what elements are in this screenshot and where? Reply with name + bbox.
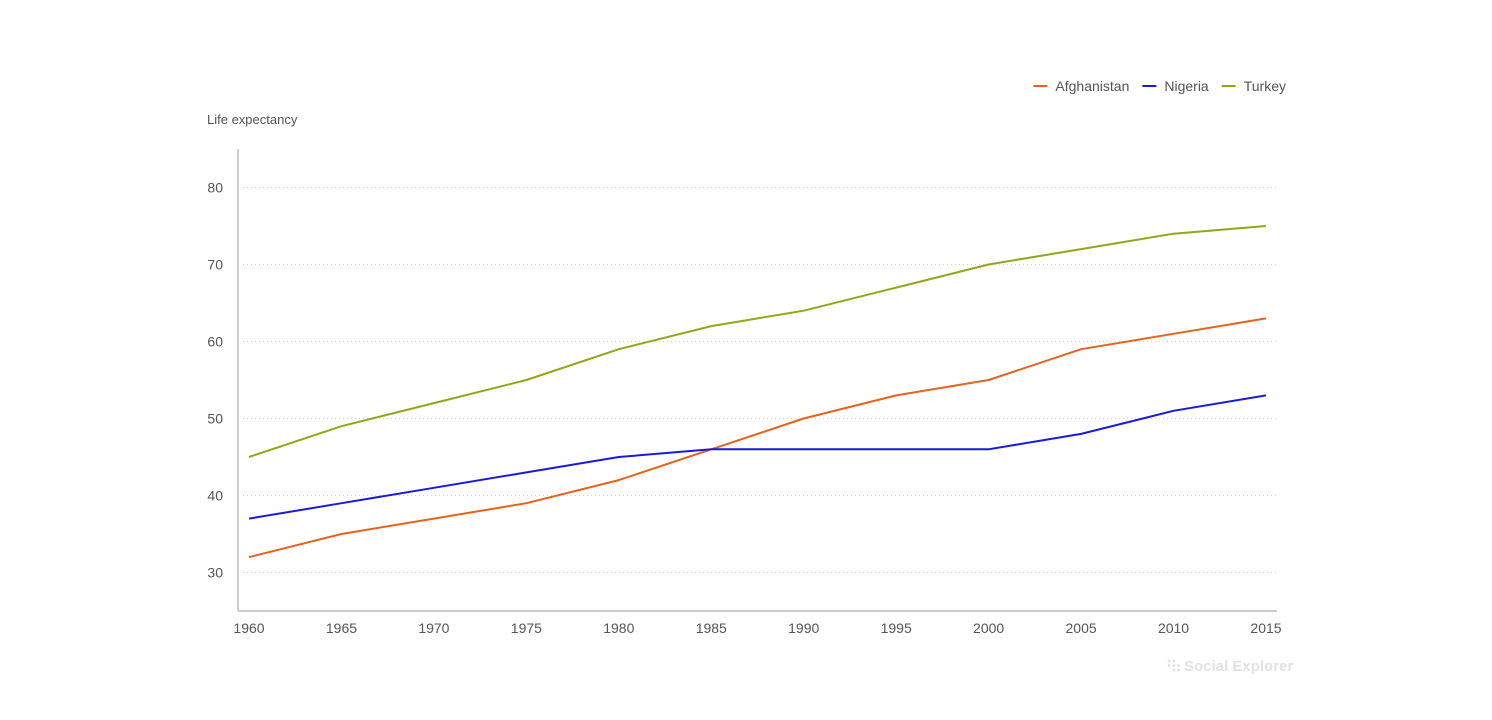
y-axis-title: Life expectancy: [207, 112, 298, 127]
dots-logo-icon: [1167, 659, 1180, 672]
x-tick-label: 1980: [603, 620, 634, 636]
x-tick-label: 1975: [511, 620, 542, 636]
x-tick-label: 1990: [788, 620, 819, 636]
x-tick-label: 2010: [1158, 620, 1189, 636]
y-tick-label: 50: [207, 411, 223, 427]
series-line-nigeria: [248, 394, 1267, 520]
legend: Afghanistan Nigeria Turkey: [1033, 78, 1286, 94]
x-tick-label: 1970: [418, 620, 449, 636]
watermark-text: Social Explorer: [1184, 658, 1293, 675]
watermark: Social Explorer: [1167, 658, 1293, 675]
legend-label: Nigeria: [1164, 78, 1209, 94]
x-tick-label: 1985: [696, 620, 727, 636]
y-tick-label: 70: [207, 257, 223, 273]
x-tick-labels: 1960 1965 1970 1975 1980 1985 1990 1995 2000 2005…: [233, 620, 1281, 636]
x-tick-label: 2000: [973, 620, 1004, 636]
legend-label: Afghanistan: [1055, 78, 1129, 94]
x-tick-label: 2005: [1066, 620, 1097, 636]
legend-label: Turkey: [1244, 78, 1286, 94]
x-tick-label: 1960: [233, 620, 264, 636]
legend-item: Nigeria: [1142, 78, 1209, 94]
series-line-afghanistan: [248, 317, 1267, 559]
y-tick-label: 40: [207, 488, 223, 504]
gridlines: [243, 187, 1277, 573]
x-tick-label: 1995: [881, 620, 912, 636]
y-tick-label: 80: [207, 180, 223, 196]
legend-item: Afghanistan: [1033, 78, 1129, 94]
x-tick-label: 2015: [1250, 620, 1281, 636]
legend-item: Turkey: [1221, 78, 1286, 94]
series-lines: [248, 225, 1267, 559]
axes: [237, 149, 1277, 612]
series-line-turkey: [248, 225, 1267, 458]
x-tick-label: 1965: [326, 620, 357, 636]
y-tick-label: 30: [207, 565, 223, 581]
y-tick-label: 60: [207, 334, 223, 350]
y-tick-labels: 30 40 50 60 70 80: [207, 180, 223, 581]
